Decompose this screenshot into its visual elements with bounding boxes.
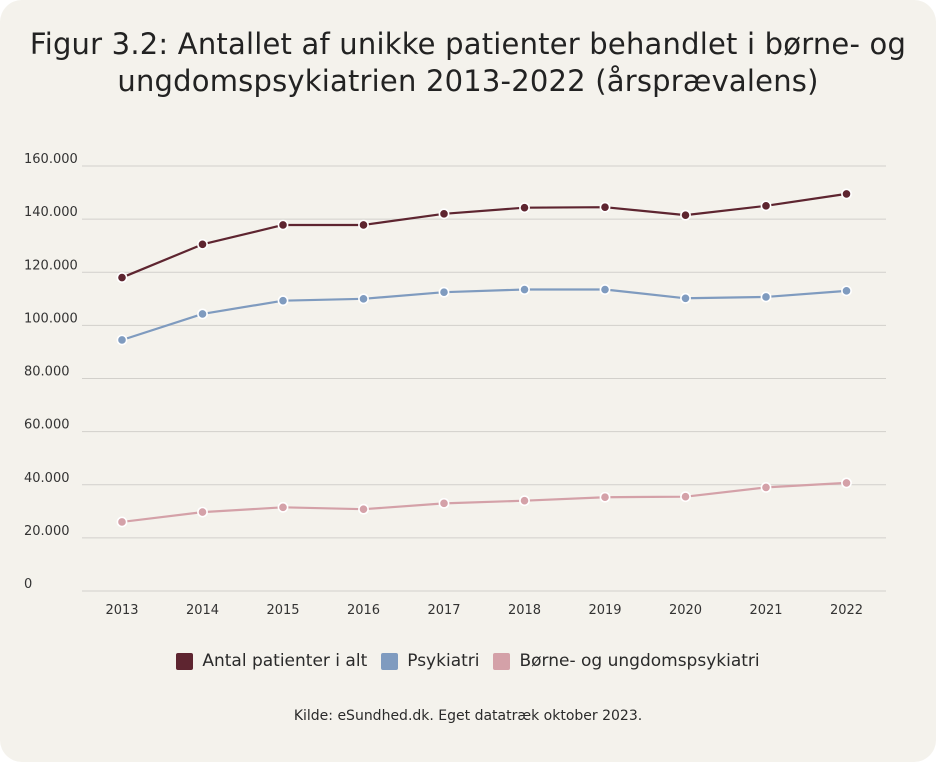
legend-swatch-psykiatri — [381, 652, 399, 670]
data-point — [519, 284, 530, 295]
data-point — [358, 503, 369, 515]
data-point — [438, 286, 450, 298]
data-point — [197, 506, 208, 518]
legend-label-psykiatri: Psykiatri — [407, 651, 480, 671]
data-point — [680, 491, 691, 503]
x-tick-label: 2015 — [266, 603, 299, 618]
legend-swatch-bup — [493, 652, 511, 670]
data-point — [519, 495, 530, 507]
chart-title-line-1: Figur 3.2: Antallet af unikke patienter … — [29, 27, 907, 61]
y-tick-label: 40.000 — [24, 471, 70, 486]
legend-item-total: Antal patienter i alt — [176, 651, 367, 671]
legend-label-bup: Børne- og ungdomspsykiatri — [519, 651, 760, 671]
data-point — [277, 295, 289, 307]
data-point — [277, 501, 289, 513]
chart-title-line-2: ungdomspsykiatrien 2013-2022 (årsprævale… — [117, 64, 819, 98]
line-chart: 0 20.000 40.000 60.000 80.000 100.000 120.000 1… — [24, 152, 886, 618]
y-tick-label: 100.000 — [24, 311, 78, 326]
x-tick-label: 2019 — [588, 603, 621, 618]
x-tick-label: 2014 — [186, 603, 219, 618]
data-point — [841, 285, 852, 297]
y-tick-label: 0 — [24, 577, 32, 592]
series-line — [121, 481, 847, 524]
data-point — [841, 477, 852, 489]
data-point — [116, 516, 128, 528]
legend-swatch-total — [176, 652, 194, 670]
y-tick-label: 120.000 — [24, 258, 78, 273]
data-point — [680, 209, 691, 221]
data-point — [197, 308, 208, 320]
data-point — [760, 291, 772, 303]
y-tick-label: 140.000 — [24, 205, 78, 220]
chart-title: Figur 3.2: Antallet af unikke patienter … — [20, 26, 916, 100]
legend-item-psykiatri: Psykiatri — [381, 651, 479, 671]
y-tick-label: 60.000 — [24, 418, 70, 433]
y-tick-label: 80.000 — [24, 365, 70, 380]
data-point — [680, 292, 691, 304]
series-line — [121, 288, 847, 342]
data-point — [438, 208, 450, 220]
x-tick-label: 2018 — [508, 603, 541, 618]
source-note: Kilde: eSundhed.dk. Eget datatræk oktobe… — [293, 708, 643, 724]
data-point — [438, 497, 450, 509]
data-point — [599, 201, 611, 213]
x-tick-label: 2017 — [427, 603, 460, 618]
y-tick-label: 20.000 — [24, 524, 70, 539]
y-tick-label: 160.000 — [24, 152, 78, 167]
data-point — [599, 491, 611, 503]
data-point — [277, 219, 289, 231]
x-tick-label: 2020 — [669, 603, 702, 618]
chart-legend: Antal patienter i alt Psykiatri Børne- o… — [0, 651, 936, 671]
data-point — [358, 219, 369, 231]
data-point — [519, 202, 530, 214]
x-tick-label: 2021 — [749, 603, 782, 618]
data-point — [116, 272, 128, 283]
x-tick-label: 2013 — [105, 603, 138, 618]
data-point — [599, 284, 611, 295]
data-point — [358, 293, 369, 305]
data-point — [760, 200, 772, 212]
series-line — [121, 192, 847, 279]
data-point — [760, 482, 772, 493]
legend-item-bup: Børne- og ungdomspsykiatri — [493, 651, 760, 671]
legend-label-total: Antal patienter i alt — [202, 651, 368, 671]
data-point — [197, 238, 208, 250]
x-tick-label: 2022 — [830, 603, 863, 618]
x-tick-label: 2016 — [347, 603, 380, 618]
data-point — [116, 334, 128, 346]
data-point — [841, 188, 852, 200]
